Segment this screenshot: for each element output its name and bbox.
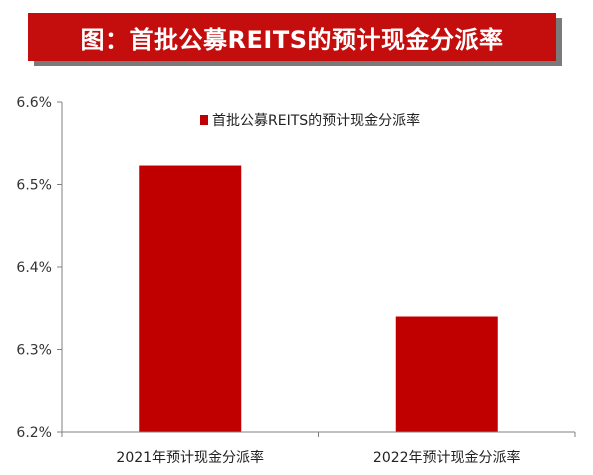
x-category-label: 2022年预计现金分派率 [373,449,521,466]
chart-title: 图：首批公募REITS的预计现金分派率 [80,25,504,54]
x-axis-labels: 2021年预计现金分派率 2022年预计现金分派率 [116,449,520,466]
y-tick-label: 6.2% [16,425,52,441]
bar-2 [395,316,498,432]
x-category-label: 2021年预计现金分派率 [116,449,264,466]
axes [61,102,576,437]
title-banner: 图：首批公募REITS的预计现金分派率 [28,13,556,61]
y-axis-ticks: 6.2% 6.3% 6.4% 6.5% 6.6% [16,95,62,441]
y-tick-label: 6.5% [16,178,52,194]
legend-label: 首批公募REITS的预计现金分派率 [212,112,420,129]
bar-1 [139,165,242,432]
bars [139,165,498,432]
y-tick-label: 6.6% [16,95,52,111]
y-tick-label: 6.3% [16,343,52,359]
legend-swatch [200,115,208,125]
legend: 首批公募REITS的预计现金分派率 [200,112,420,129]
y-tick-label: 6.4% [16,260,52,276]
